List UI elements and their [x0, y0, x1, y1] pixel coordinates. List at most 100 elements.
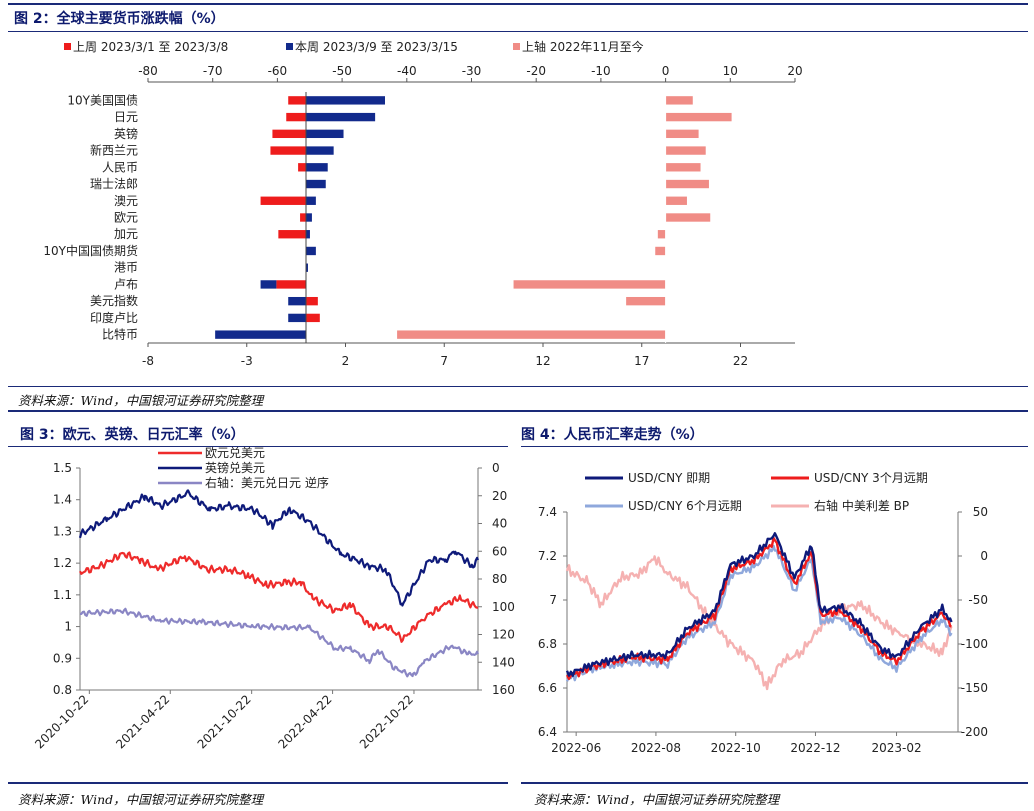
series-line-2: [79, 607, 480, 678]
top-axis-label-2: -60: [268, 64, 288, 78]
left-tick-label-2: 6.8: [538, 637, 557, 651]
fig2-chart: 上周 2023/3/1 至 2023/3/8 本周 2023/3/9 至 2023…: [43, 39, 802, 368]
legend-swatch-0: [64, 43, 71, 50]
bar-this-week-5: [306, 179, 326, 189]
series-line-0: [79, 551, 479, 643]
left-tick-label-5: 7.4: [538, 505, 557, 519]
bar-top-5: [665, 179, 709, 189]
legend-label-2: 上轴 2022年11月至今: [522, 39, 644, 54]
bar-this-week-11: [260, 280, 277, 289]
bar-this-week-0: [306, 96, 385, 105]
category-label-12: 美元指数: [90, 293, 138, 308]
top-axis-label-7: -10: [591, 64, 611, 78]
right-tick-label-1: -150: [961, 681, 988, 695]
bar-top-4: [665, 163, 701, 172]
top-axis-label-6: -20: [526, 64, 546, 78]
legend-label-3: 右轴 中美利差 BP: [814, 498, 909, 513]
fig2-bottom-rule: [8, 386, 1028, 387]
bar-this-week-2: [306, 129, 344, 139]
legend-label-2: 右轴：美元兑日元 逆序: [205, 475, 329, 490]
fig3-bottom-rule: [8, 782, 508, 784]
top-axis-label-10: 20: [787, 64, 802, 78]
legend-label-0: 欧元兑美元: [205, 446, 265, 460]
bar-this-week-10: [306, 263, 308, 272]
left-tick-label-3: 7: [549, 593, 557, 607]
series-line-1: [78, 489, 480, 607]
right-tick-label-8: 160: [492, 683, 515, 697]
right-tick-label-4: 80: [492, 572, 507, 586]
right-tick-label-0: -200: [961, 725, 988, 739]
fig2-title: 图 2：全球主要货币涨跌幅（%）: [14, 11, 225, 27]
fig4-source: 资料来源：Wind，中国银河证券研究院整理: [534, 792, 780, 807]
fig3-source: 资料来源：Wind，中国银河证券研究院整理: [18, 792, 264, 807]
bar-last-week-6: [260, 196, 306, 205]
bar-last-week-7: [300, 213, 306, 222]
fig4-title: 图 4：人民币汇率走势（%）: [521, 427, 704, 443]
fig4-title-rule: [521, 446, 1028, 447]
top-axis-label-9: 10: [723, 64, 738, 78]
legend-label-0: USD/CNY 即期: [628, 471, 710, 485]
right-tick-label-3: -50: [968, 593, 988, 607]
bar-this-week-9: [306, 246, 316, 256]
bar-last-week-12: [306, 296, 318, 306]
left-tick-label-1: 0.9: [53, 651, 72, 665]
left-tick-label-1: 6.6: [538, 681, 557, 695]
bottom-axis-label-1: -3: [241, 354, 253, 368]
bottom-axis-label-6: 22: [733, 354, 748, 368]
category-label-1: 日元: [114, 110, 138, 124]
bar-last-week-4: [298, 163, 306, 172]
right-tick-label-5: 100: [492, 600, 515, 614]
bar-last-week-3: [270, 146, 306, 155]
category-label-13: 印度卢比: [90, 310, 138, 325]
bar-top-2: [665, 129, 699, 139]
bar-this-week-6: [306, 196, 316, 205]
fig2-title-rule: [8, 31, 1028, 32]
top-axis-label-4: -40: [397, 64, 417, 78]
bar-this-week-14: [215, 330, 306, 339]
bar-last-week-13: [306, 313, 320, 323]
top-axis-label-0: -80: [138, 64, 158, 78]
top-axis-label-5: -30: [462, 64, 482, 78]
top-axis-label-3: -50: [332, 64, 352, 78]
series-line-2: [565, 544, 953, 682]
bar-top-0: [665, 96, 693, 105]
legend-label-1: 本周 2023/3/9 至 2023/3/15: [295, 40, 458, 54]
legend-swatch-1: [286, 43, 293, 50]
left-tick-label-6: 1.4: [53, 493, 72, 507]
bottom-axis-label-3: 7: [440, 354, 448, 368]
category-label-3: 新西兰元: [90, 143, 138, 158]
fig2-source-rule: [8, 410, 1028, 412]
right-tick-label-4: 0: [980, 549, 988, 563]
x-tick-label-1: 2022-08: [631, 741, 681, 755]
x-tick-label-4: 2023-02: [871, 741, 921, 755]
fig3-title: 图 3：欧元、英镑、日元汇率（%）: [20, 427, 245, 443]
legend-label-1: USD/CNY 3个月远期: [814, 471, 928, 485]
right-tick-label-2: 40: [492, 517, 507, 531]
left-tick-label-5: 1.3: [53, 524, 72, 538]
x-tick-label-0: 2022-06: [551, 741, 601, 755]
bar-this-week-1: [306, 112, 376, 122]
left-tick-label-7: 1.5: [53, 461, 72, 475]
bar-last-week-11: [276, 280, 306, 289]
fig4-bottom-rule: [521, 782, 1028, 784]
bar-this-week-4: [306, 163, 328, 172]
bar-top-12: [626, 296, 666, 306]
bottom-axis-label-4: 12: [535, 354, 550, 368]
category-label-14: 比特币: [102, 327, 138, 342]
legend-label-0: 上周 2023/3/1 至 2023/3/8: [73, 40, 228, 54]
bar-top-7: [665, 213, 711, 222]
top-axis-label-8: 0: [662, 64, 670, 78]
category-label-10: 港币: [114, 261, 138, 275]
right-tick-label-7: 140: [492, 655, 515, 669]
category-label-9: 10Y中国国债期货: [43, 243, 138, 258]
bar-this-week-3: [306, 146, 334, 155]
bar-top-14: [397, 330, 666, 339]
legend-swatch-2: [513, 43, 520, 50]
bar-last-week-2: [272, 129, 306, 139]
x-tick-label-3: 2022-12: [790, 741, 840, 755]
bar-this-week-13: [288, 313, 306, 323]
category-label-7: 欧元: [114, 211, 138, 225]
bar-last-week-1: [286, 112, 306, 122]
